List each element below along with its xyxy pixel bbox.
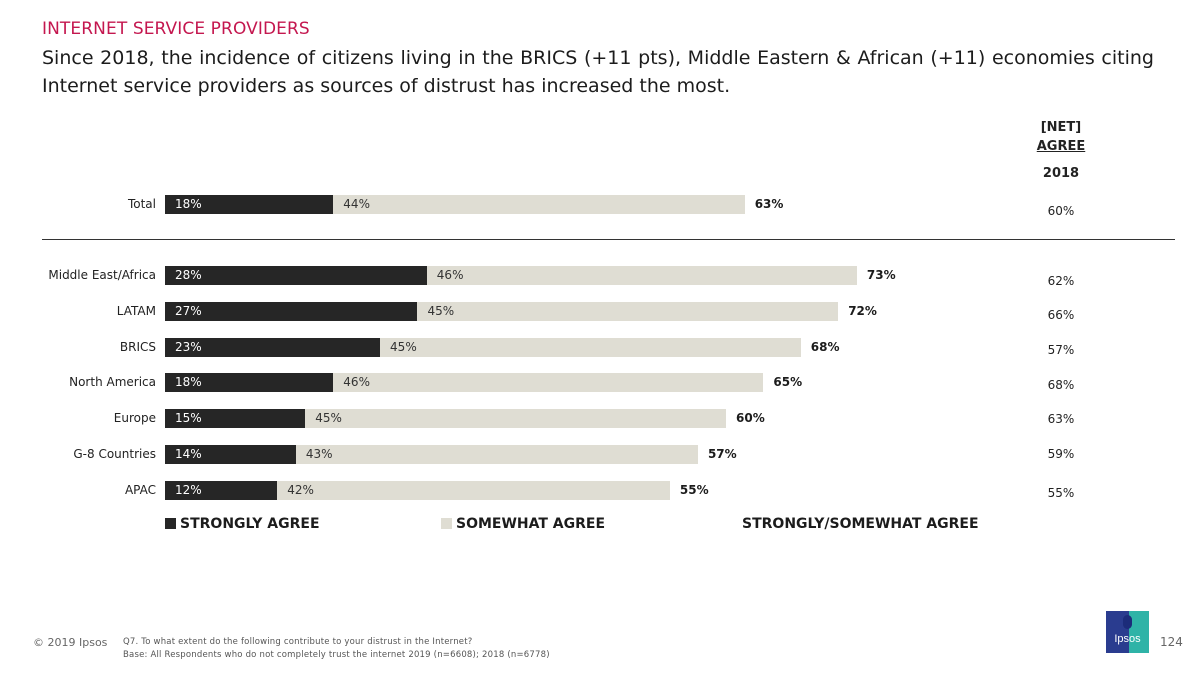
row-label-brics: BRICS bbox=[119, 340, 156, 354]
row-label-latam: LATAM bbox=[116, 304, 156, 318]
net-agree-header: [NET] AGREE bbox=[1020, 118, 1102, 156]
legend-somewhat-agree: SOMEWHAT AGREE bbox=[441, 515, 605, 533]
net-2018-g-8-countries: 59% bbox=[1047, 447, 1075, 461]
bar-strongly-middle-east-africa: 28% bbox=[165, 266, 427, 285]
bar-somewhat-north-america: 46% bbox=[333, 373, 764, 392]
net-2018-north-america: 68% bbox=[1047, 378, 1075, 392]
bar-somewhat-total: 44% bbox=[333, 195, 745, 214]
net-label-brics: 68% bbox=[810, 340, 840, 354]
legend-strongly-agree: STRONGLY AGREE bbox=[165, 515, 320, 533]
net-2018-europe: 63% bbox=[1047, 412, 1075, 426]
ipsos-logo: Ipsos bbox=[1106, 611, 1149, 653]
bar-somewhat-brics: 45% bbox=[380, 338, 801, 357]
net-label-total: 63% bbox=[754, 197, 784, 211]
net-label-latam: 72% bbox=[848, 304, 877, 318]
row-label-middle-east-africa: Middle East/Africa bbox=[48, 268, 156, 282]
bar-strongly-apac: 12% bbox=[165, 481, 278, 500]
footnote-question: Q7. To what extent do the following cont… bbox=[123, 637, 473, 647]
logo-teal-block bbox=[1129, 611, 1149, 653]
bar-somewhat-g-8-countries: 43% bbox=[295, 445, 698, 464]
net-2018-latam: 66% bbox=[1047, 308, 1075, 322]
headline: Since 2018, the incidence of citizens li… bbox=[42, 47, 1154, 97]
row-label-g-8-countries: G-8 Countries bbox=[73, 447, 156, 461]
row-label-europe: Europe bbox=[113, 411, 156, 425]
legend-swatch-strongly bbox=[165, 518, 176, 529]
bar-somewhat-apac: 42% bbox=[277, 481, 670, 500]
page-number: 124 bbox=[1160, 635, 1183, 649]
bar-strongly-north-america: 18% bbox=[165, 373, 334, 392]
net-label-g-8-countries: 57% bbox=[707, 447, 737, 461]
net-2018-total: 60% bbox=[1047, 204, 1075, 218]
row-label-apac: APAC bbox=[124, 483, 156, 497]
row-label-total: Total bbox=[127, 197, 156, 211]
logo-text: Ipsos bbox=[1114, 633, 1141, 645]
bar-strongly-europe: 15% bbox=[165, 409, 306, 428]
agree-label: AGREE bbox=[1036, 139, 1086, 154]
bar-strongly-brics: 23% bbox=[165, 338, 381, 357]
net-label-europe: 60% bbox=[736, 411, 765, 425]
legend-label-strongly: STRONGLY AGREE bbox=[180, 516, 320, 532]
footnote: Q7. To what extent do the following cont… bbox=[123, 636, 550, 662]
net-2018-middle-east-africa: 62% bbox=[1047, 274, 1075, 288]
bar-strongly-total: 18% bbox=[165, 195, 334, 214]
legend-net-agree: STRONGLY/SOMEWHAT AGREE bbox=[742, 515, 979, 533]
net-label: [NET] bbox=[1040, 120, 1082, 135]
bar-strongly-latam: 27% bbox=[165, 302, 418, 321]
net-2018-apac: 55% bbox=[1047, 486, 1075, 500]
year-2018-header: 2018 bbox=[1042, 166, 1080, 181]
divider-line bbox=[42, 239, 1175, 240]
bar-strongly-g-8-countries: 14% bbox=[165, 445, 296, 464]
bar-somewhat-latam: 45% bbox=[417, 302, 839, 321]
net-label-apac: 55% bbox=[679, 483, 709, 497]
copyright: © 2019 Ipsos bbox=[33, 636, 108, 649]
net-2018-brics: 57% bbox=[1047, 343, 1075, 357]
legend-label-net: STRONGLY/SOMEWHAT AGREE bbox=[742, 516, 979, 532]
bar-somewhat-europe: 45% bbox=[305, 409, 726, 428]
legend-label-somewhat: SOMEWHAT AGREE bbox=[456, 516, 606, 532]
legend-swatch-somewhat bbox=[441, 518, 452, 529]
bar-somewhat-middle-east-africa: 46% bbox=[426, 266, 857, 285]
row-label-north-america: North America bbox=[69, 375, 156, 389]
footnote-base: Base: All Respondents who do not complet… bbox=[123, 650, 550, 660]
net-label-north-america: 65% bbox=[773, 375, 803, 389]
section-title: INTERNET SERVICE PROVIDERS bbox=[42, 19, 310, 39]
logo-mark bbox=[1123, 615, 1132, 629]
net-label-middle-east-africa: 73% bbox=[866, 268, 896, 282]
